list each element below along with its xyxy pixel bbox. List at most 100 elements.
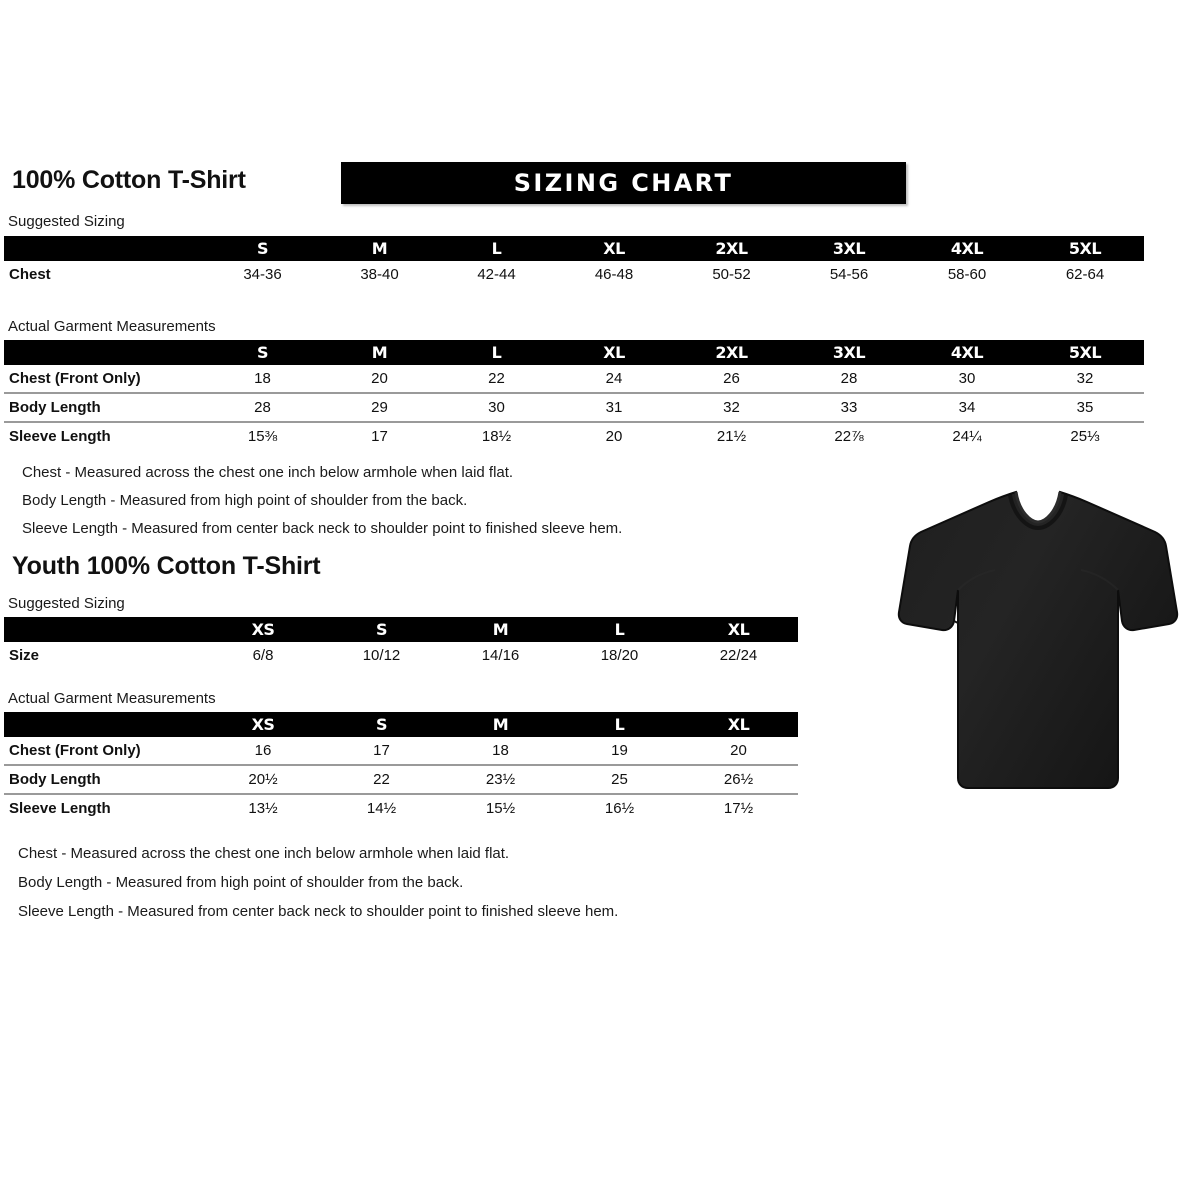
- youth-section-title: Youth 100% Cotton T-Shirt: [12, 552, 321, 580]
- adult-suggested-header-4xl: 4XL: [908, 236, 1026, 261]
- youth-suggested-header-label: [4, 617, 204, 642]
- adult-suggested-cell: 50-52: [673, 261, 790, 288]
- youth-suggested-cell: 14/16: [441, 642, 560, 669]
- adult-note-sleeve-length: Sleeve Length - Measured from center bac…: [22, 520, 623, 537]
- youth-actual-cell: 19: [560, 737, 679, 765]
- adult-actual-cell: 28: [790, 365, 908, 393]
- adult-actual-cell: 26: [673, 365, 790, 393]
- header: 100% Cotton T-Shirt SIZING CHART: [8, 162, 1192, 210]
- adult-suggested-cell: 46-48: [555, 261, 673, 288]
- sizing-chart-banner: SIZING CHART: [341, 162, 906, 204]
- adult-actual-cell: 20: [321, 365, 438, 393]
- youth-actual-row-label: Body Length: [4, 764, 204, 794]
- adult-suggested-header-label: [4, 236, 204, 261]
- adult-suggested-header-m: M: [321, 236, 438, 261]
- adult-note-body-length: Body Length - Measured from high point o…: [22, 492, 468, 509]
- table-row: Chest 34-36 38-40 42-44 46-48 50-52 54-56 58-60…: [4, 261, 1144, 288]
- youth-suggested-sizing-table: XS S M L XL Size 6/8 10/12 14/16 18/20 22/24: [4, 617, 798, 669]
- table-header-row: S M L XL 2XL 3XL 4XL 5XL: [4, 340, 1144, 365]
- table-row: Body Length 20½ 22 23½ 25 26½: [4, 764, 798, 794]
- adult-actual-cell: 33: [790, 392, 908, 422]
- youth-actual-header-s: S: [322, 712, 441, 737]
- youth-actual-row-label: Chest (Front Only): [4, 737, 204, 765]
- adult-suggested-cell: 58-60: [908, 261, 1026, 288]
- youth-actual-cell: 23½: [441, 764, 560, 794]
- adult-suggested-header-2xl: 2XL: [673, 236, 790, 261]
- adult-actual-header-label: [4, 340, 204, 365]
- adult-actual-cell: 25⅓: [1026, 421, 1144, 450]
- adult-actual-cell: 32: [673, 392, 790, 422]
- adult-actual-cell: 30: [908, 365, 1026, 393]
- adult-actual-cell: 31: [555, 392, 673, 422]
- adult-suggested-row-label: Chest: [4, 261, 204, 288]
- adult-actual-row-label: Chest (Front Only): [4, 365, 204, 393]
- table-header-row: XS S M L XL: [4, 617, 798, 642]
- adult-suggested-sizing-caption: Suggested Sizing: [8, 213, 125, 230]
- adult-actual-row-label: Body Length: [4, 392, 204, 422]
- adult-suggested-cell: 62-64: [1026, 261, 1144, 288]
- adult-actual-cell: 30: [438, 392, 555, 422]
- youth-actual-cell: 16½: [560, 793, 679, 822]
- table-body: Size 6/8 10/12 14/16 18/20 22/24: [4, 642, 798, 669]
- adult-actual-cell: 18½: [438, 421, 555, 450]
- adult-suggested-sizing-table: S M L XL 2XL 3XL 4XL 5XL Chest 34-36 38-40 42-44 46…: [4, 236, 1144, 288]
- adult-suggested-header-5xl: 5XL: [1026, 236, 1144, 261]
- youth-actual-cell: 17: [322, 737, 441, 765]
- youth-actual-cell: 15½: [441, 793, 560, 822]
- adult-actual-header-m: M: [321, 340, 438, 365]
- adult-actual-row-label: Sleeve Length: [4, 421, 204, 450]
- adult-actual-cell: 34: [908, 392, 1026, 422]
- youth-actual-cell: 20½: [204, 764, 322, 794]
- youth-suggested-cell: 22/24: [679, 642, 798, 669]
- table-body: Chest (Front Only) 18 20 22 24 26 28 30 32 Body L…: [4, 365, 1144, 450]
- adult-actual-measurements-table: S M L XL 2XL 3XL 4XL 5XL Chest (Front Only) 18 20…: [4, 340, 1144, 450]
- youth-actual-cell: 20: [679, 737, 798, 765]
- adult-suggested-header-3xl: 3XL: [790, 236, 908, 261]
- adult-actual-cell: 15⅜: [204, 421, 321, 450]
- table-header-row: XS S M L XL: [4, 712, 798, 737]
- adult-actual-cell: 22⅞: [790, 421, 908, 450]
- youth-actual-cell: 13½: [204, 793, 322, 822]
- adult-suggested-header-s: S: [204, 236, 321, 261]
- sizing-chart-banner-label: SIZING CHART: [513, 169, 734, 197]
- table-body: Chest 34-36 38-40 42-44 46-48 50-52 54-56 58-60…: [4, 261, 1144, 288]
- youth-note-chest: Chest - Measured across the chest one in…: [18, 845, 510, 862]
- adult-actual-cell: 28: [204, 392, 321, 422]
- youth-note-body-length: Body Length - Measured from high point o…: [18, 874, 464, 891]
- youth-actual-header-label: [4, 712, 204, 737]
- youth-actual-cell: 17½: [679, 793, 798, 822]
- table-row: Chest (Front Only) 16 17 18 19 20: [4, 737, 798, 765]
- youth-actual-header-xs: XS: [204, 712, 322, 737]
- youth-suggested-header-l: L: [560, 617, 679, 642]
- youth-suggested-header-xs: XS: [204, 617, 322, 642]
- youth-suggested-row-label: Size: [4, 642, 204, 669]
- adult-actual-header-s: S: [204, 340, 321, 365]
- youth-suggested-cell: 6/8: [204, 642, 322, 669]
- table-row: Sleeve Length 15⅜ 17 18½ 20 21½ 22⅞ 24¼ 25⅓: [4, 421, 1144, 450]
- adult-actual-header-4xl: 4XL: [908, 340, 1026, 365]
- table-body: Chest (Front Only) 16 17 18 19 20 Body Length 2…: [4, 737, 798, 822]
- youth-suggested-header-xl: XL: [679, 617, 798, 642]
- youth-suggested-cell: 10/12: [322, 642, 441, 669]
- table-header-row: S M L XL 2XL 3XL 4XL 5XL: [4, 236, 1144, 261]
- adult-actual-cell: 20: [555, 421, 673, 450]
- youth-actual-cell: 14½: [322, 793, 441, 822]
- youth-actual-cell: 26½: [679, 764, 798, 794]
- youth-actual-measurements-table: XS S M L XL Chest (Front Only) 16 17 18 19 20 Body…: [4, 712, 798, 822]
- table-row: Body Length 28 29 30 31 32 33 34 35: [4, 392, 1144, 422]
- table-row: Sleeve Length 13½ 14½ 15½ 16½ 17½: [4, 793, 798, 822]
- adult-suggested-cell: 42-44: [438, 261, 555, 288]
- youth-actual-header-l: L: [560, 712, 679, 737]
- adult-actual-cell: 35: [1026, 392, 1144, 422]
- adult-suggested-cell: 34-36: [204, 261, 321, 288]
- adult-actual-header-3xl: 3XL: [790, 340, 908, 365]
- table-row: Chest (Front Only) 18 20 22 24 26 28 30 32: [4, 365, 1144, 393]
- adult-suggested-header-l: L: [438, 236, 555, 261]
- adult-suggested-header-xl: XL: [555, 236, 673, 261]
- adult-suggested-cell: 54-56: [790, 261, 908, 288]
- adult-actual-cell: 24: [555, 365, 673, 393]
- youth-suggested-sizing-caption: Suggested Sizing: [8, 595, 125, 612]
- adult-actual-cell: 24¼: [908, 421, 1026, 450]
- page-title: 100% Cotton T-Shirt: [12, 166, 246, 194]
